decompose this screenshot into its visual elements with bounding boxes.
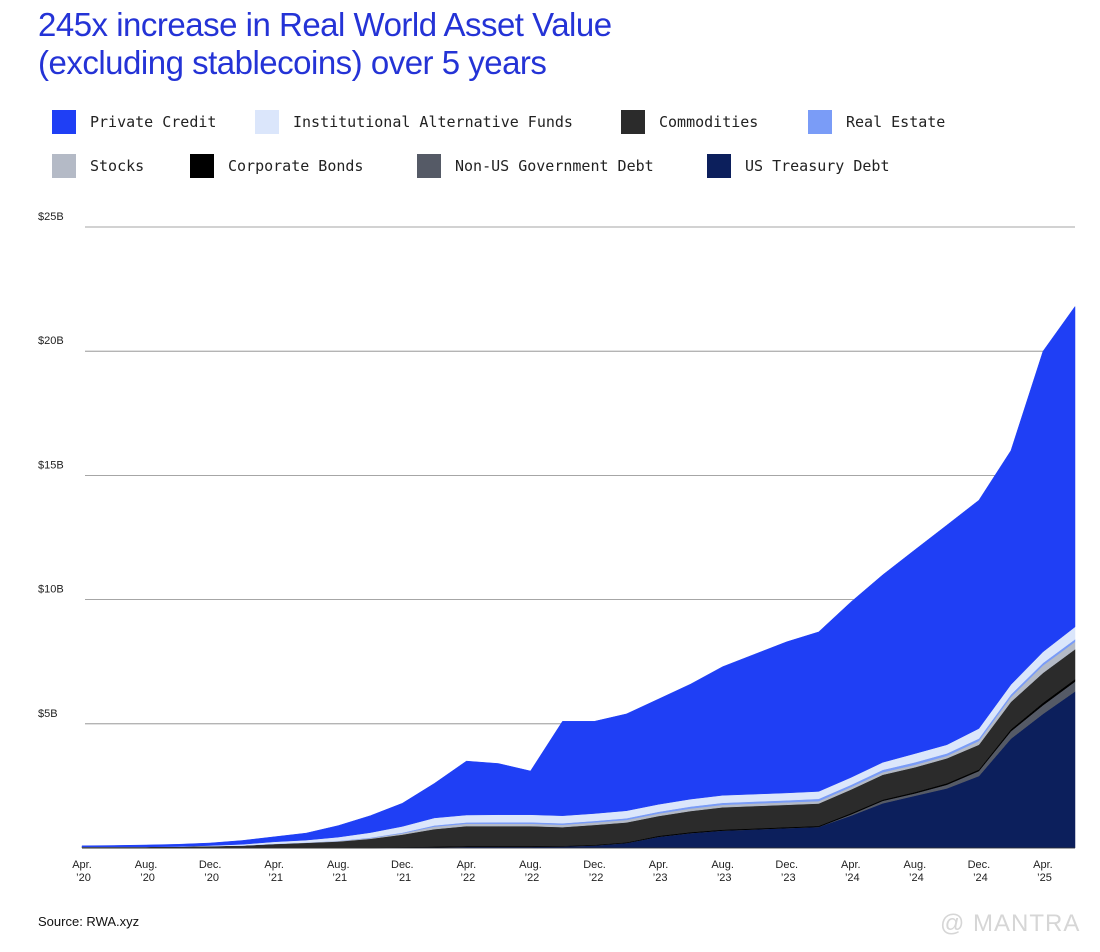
legend-label: Corporate Bonds bbox=[228, 157, 364, 175]
legend-swatch bbox=[707, 154, 731, 178]
legend-item: Corporate Bonds bbox=[190, 154, 363, 178]
legend-item: Real Estate bbox=[808, 110, 945, 134]
legend-item: Institutional Alternative Funds bbox=[255, 110, 573, 134]
x-tick-label: Apr. ’21 bbox=[264, 859, 284, 884]
x-tick-label: Aug. ’23 bbox=[711, 859, 734, 884]
x-tick-label: Dec. ’20 bbox=[199, 859, 222, 884]
x-tick-label: Aug. ’20 bbox=[135, 859, 158, 884]
x-tick-label: Dec. ’23 bbox=[775, 859, 798, 884]
x-tick-label: Apr. ’24 bbox=[841, 859, 861, 884]
legend-item: Stocks bbox=[52, 154, 144, 178]
legend-item: Private Credit bbox=[52, 110, 216, 134]
legend-swatch bbox=[808, 110, 832, 134]
y-tick-label: $5B bbox=[38, 708, 58, 720]
legend-label: Stocks bbox=[90, 157, 145, 175]
chart: $5B $10B $15B $20B $25B Apr. ’20 Aug. ’20 Dec. … bbox=[38, 211, 1076, 884]
x-tick-label: Aug. ’21 bbox=[327, 859, 350, 884]
x-tick-label: Apr. ’23 bbox=[649, 859, 669, 884]
watermark: @ MANTRA bbox=[940, 910, 1081, 937]
y-tick-label: $20B bbox=[38, 335, 64, 347]
x-tick-label: Dec. ’24 bbox=[968, 859, 991, 884]
legend-swatch bbox=[621, 110, 645, 134]
x-tick-label: Apr. ’20 bbox=[72, 859, 92, 884]
legend-label: Commodities bbox=[659, 113, 759, 131]
legend-label: US Treasury Debt bbox=[745, 157, 890, 175]
legend-label: Non-US Government Debt bbox=[455, 157, 654, 175]
y-tick-label: $10B bbox=[38, 584, 64, 596]
legend-item: Non-US Government Debt bbox=[417, 154, 654, 178]
x-tick-label: Dec. ’22 bbox=[583, 859, 606, 884]
legend-label: Private Credit bbox=[90, 113, 217, 131]
area bbox=[81, 305, 1076, 848]
x-tick-label: Aug. ’24 bbox=[904, 859, 927, 884]
legend-swatch bbox=[255, 110, 279, 134]
source: Source: RWA.xyz bbox=[38, 914, 140, 929]
legend-swatch bbox=[190, 154, 214, 178]
legend-item: Commodities bbox=[621, 110, 758, 134]
legend-item: US Treasury Debt bbox=[707, 154, 890, 178]
legend-label: Real Estate bbox=[846, 113, 946, 131]
y-tick-label: $25B bbox=[38, 211, 64, 223]
x-tick-label: Aug. ’22 bbox=[519, 859, 542, 884]
x-tick-label: Dec. ’21 bbox=[391, 859, 414, 884]
y-tick-label: $15B bbox=[38, 459, 64, 471]
legend-label: Institutional Alternative Funds bbox=[293, 113, 573, 131]
chart-title: 245x increase in Real World Asset Value … bbox=[38, 6, 612, 81]
legend-swatch bbox=[52, 110, 76, 134]
x-tick-label: Apr. ’22 bbox=[457, 859, 477, 884]
legend-swatch bbox=[52, 154, 76, 178]
x-tick-label: Apr. ’25 bbox=[1033, 859, 1053, 884]
legend-swatch bbox=[417, 154, 441, 178]
